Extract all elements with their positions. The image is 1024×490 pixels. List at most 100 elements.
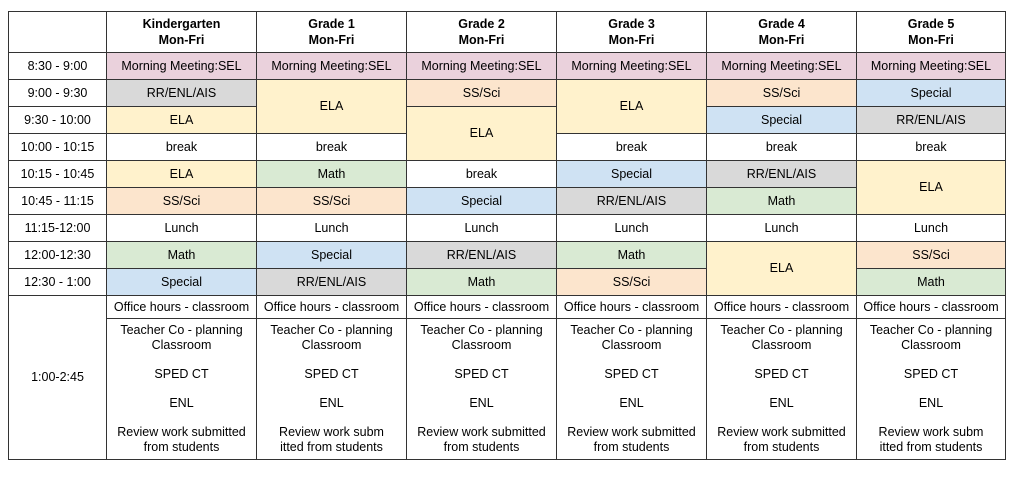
header-corner [8,11,107,53]
g5-special: Special [856,79,1006,107]
g2-lunch: Lunch [406,214,557,242]
review-text: Review work submitted [717,425,846,439]
g1-lunch: Lunch [256,214,407,242]
g3-ela: ELA [556,79,707,134]
g1-rr-enl-ais: RR/ENL/AIS [256,268,407,296]
planning-text: Classroom [901,338,961,352]
row-830: 8:30 - 9:00 Morning Meeting:SEL Morning … [8,52,1006,80]
header-kindergarten: Kindergarten Mon-Fri [106,11,257,53]
time-cell: 1:00-2:45 [8,295,107,460]
planning-text: Teacher Co - planning [869,323,993,337]
g4-math: Math [706,187,857,215]
header-grade-4: Grade 4 Mon-Fri [706,11,857,53]
g5-morning-meeting: Morning Meeting:SEL [856,52,1006,80]
time-cell: 10:45 - 11:15 [8,187,107,215]
row-900: 9:00 - 9:30 RR/ENL/AIS ELA SS/Sci ELA SS… [8,79,1006,134]
k-ela: ELA [106,160,257,188]
g3-ss-sci: SS/Sci [556,268,707,296]
g4-afternoon: Teacher Co - planning Classroom SPED CT … [706,318,857,460]
g1-afternoon: Teacher Co - planning Classroom SPED CT … [256,318,407,460]
enl-text: ENL [769,396,794,410]
planning-text: Teacher Co - planning [720,323,843,337]
sped-text: SPED CT [604,367,659,381]
enl-text: ENL [918,396,944,410]
review-text: itted from students [879,440,983,454]
g2-afternoon: Teacher Co - planning Classroom SPED CT … [406,318,557,460]
g2-rr-enl-ais: RR/ENL/AIS [406,241,557,269]
time-cell: 11:15-12:00 [8,214,107,242]
grade-name: Grade 5 [907,17,955,31]
g3-break: break [556,133,707,161]
g3-afternoon: Teacher Co - planning Classroom SPED CT … [556,318,707,460]
g3-lunch: Lunch [556,214,707,242]
g5-ss-sci: SS/Sci [856,241,1006,269]
g4-break: break [706,133,857,161]
grade-name: Grade 1 [308,17,355,31]
g5-lunch: Lunch [856,214,1006,242]
grade-name: Kindergarten [142,17,221,31]
g2-special: Special [406,187,557,215]
g4-special: Special [706,106,857,134]
k-ss-sci: SS/Sci [106,187,257,215]
time-cell: 8:30 - 9:00 [8,52,107,80]
enl-text: ENL [169,396,194,410]
review-text: Review work submitted [417,425,546,439]
grade-days: Mon-Fri [908,33,954,47]
row-1230: 12:30 - 1:00 Special RR/ENL/AIS Math SS/… [8,268,1006,296]
grade-name: Grade 2 [458,17,505,31]
review-text: from students [443,440,520,454]
g5-ela: ELA [856,160,1006,215]
planning-text: Classroom [601,338,662,352]
g4-lunch: Lunch [706,214,857,242]
g4-rr-enl-ais: RR/ENL/AIS [706,160,857,188]
g4-office-hours: Office hours - classroom [706,295,857,319]
g2-ss-sci: SS/Sci [406,79,557,107]
k-afternoon: Teacher Co - planning Classroom SPED CT … [106,318,257,460]
sped-text: SPED CT [903,367,959,381]
row-1000: 10:00 - 10:15 break break break break br… [8,133,1006,161]
g3-office-hours: Office hours - classroom [556,295,707,319]
planning-text: Classroom [451,338,512,352]
g4-morning-meeting: Morning Meeting:SEL [706,52,857,80]
row-office-hours: 1:00-2:45 Office hours - classroom Offic… [8,295,1006,460]
k-special: Special [106,268,257,296]
g2-office-hours: Office hours - classroom [406,295,557,319]
planning-text: Teacher Co - planning [120,323,243,337]
review-text: itted from students [280,440,383,454]
planning-text: Classroom [301,338,362,352]
k-morning-meeting: Morning Meeting:SEL [106,52,257,80]
header-grade-1: Grade 1 Mon-Fri [256,11,407,53]
g2-break: break [406,160,557,188]
planning-text: Teacher Co - planning [420,323,543,337]
g1-ss-sci: SS/Sci [256,187,407,215]
row-1115: 11:15-12:00 Lunch Lunch Lunch Lunch Lunc… [8,214,1006,242]
review-text: from students [143,440,220,454]
g3-math: Math [556,241,707,269]
sped-text: SPED CT [304,367,359,381]
g4-ss-sci: SS/Sci [706,79,857,107]
header-row: Kindergarten Mon-Fri Grade 1 Mon-Fri Grade… [8,11,1006,53]
grade-days: Mon-Fri [458,33,505,47]
k-office-hours: Office hours - classroom [106,295,257,319]
time-cell: 9:00 - 9:30 [8,79,107,107]
grade-name: Grade 4 [758,17,805,31]
grade-days: Mon-Fri [158,33,205,47]
planning-text: Classroom [751,338,812,352]
k-lunch: Lunch [106,214,257,242]
time-cell: 9:30 - 10:00 [8,106,107,134]
header-grade-2: Grade 2 Mon-Fri [406,11,557,53]
row-1200: 12:00-12:30 Math Special RR/ENL/AIS Math… [8,241,1006,296]
enl-text: ENL [619,396,644,410]
g1-morning-meeting: Morning Meeting:SEL [256,52,407,80]
planning-text: Teacher Co - planning [570,323,693,337]
review-text: Review work submitted [567,425,696,439]
g3-morning-meeting: Morning Meeting:SEL [556,52,707,80]
g5-break: break [856,133,1006,161]
review-text: Review work subm [878,425,984,439]
row-930: 9:30 - 10:00 ELA ELA Special RR/ENL/AIS [8,106,1006,161]
grade-days: Mon-Fri [308,33,355,47]
g1-math: Math [256,160,407,188]
time-cell: 12:00-12:30 [8,241,107,269]
g5-rr-enl-ais: RR/ENL/AIS [856,106,1006,134]
time-cell: 12:30 - 1:00 [8,268,107,296]
